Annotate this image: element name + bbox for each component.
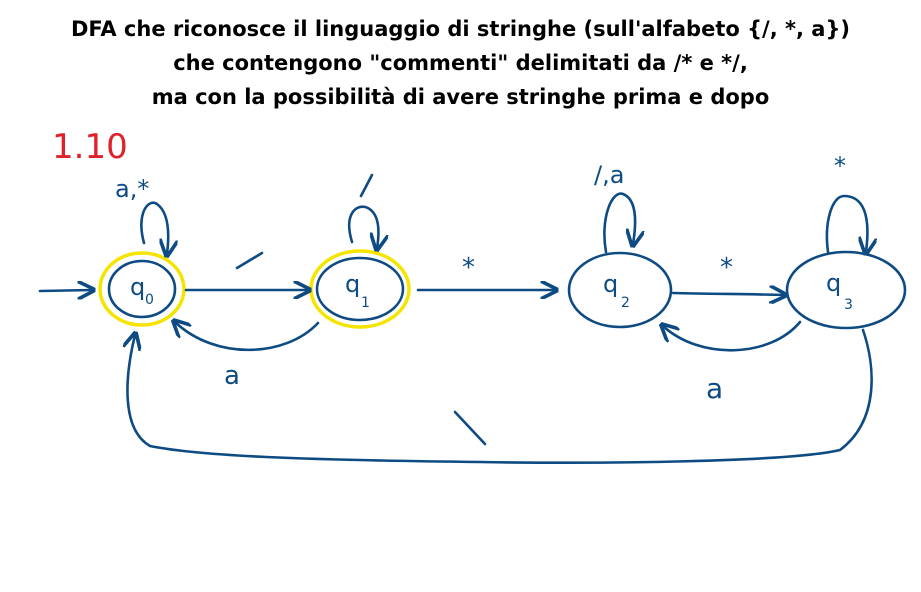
title-line-1: DFA che riconosce il linguaggio di strin… (70, 17, 851, 41)
transition-q0-q0: a,* (115, 175, 168, 254)
transition-q3-q0: / (127, 328, 873, 464)
q0-accept-highlight (98, 251, 186, 327)
transition-q2-q2: /,a (594, 161, 635, 254)
state-q3-subscript: 3 (844, 297, 853, 313)
transition-label-q3-q2: a (706, 372, 723, 405)
diagram-title: DFA che riconosce il linguaggio di strin… (0, 12, 921, 114)
transition-q3-q3: * (825, 152, 867, 252)
transition-q2-q3: * (671, 253, 784, 295)
transition-q1-q1: / (347, 173, 378, 248)
state-q2-label: q (603, 270, 618, 298)
transition-q1-q2: * (416, 253, 555, 290)
state-q3-label: q (826, 269, 841, 297)
transition-label-q0-q0: a,* (115, 175, 149, 203)
state-q1-label: q (345, 270, 360, 298)
transition-label-q3-q3: * (834, 152, 846, 180)
state-q0-subscript: 0 (145, 292, 154, 308)
state-q3: q 3 (785, 250, 907, 330)
state-q2: q 2 (567, 251, 673, 329)
transition-label-q2-q3: * (720, 253, 733, 283)
transition-label-q1-q2: * (462, 253, 475, 283)
transition-label-q0-q1-glyph (235, 251, 264, 270)
transition-q1-q0: a (175, 322, 320, 391)
state-q1-subscript: 1 (361, 295, 370, 311)
state-q0: q 0 (107, 259, 177, 319)
title-line-3: ma con la possibilità di avere stringhe … (151, 85, 770, 109)
title-line-2: che contengono "commenti" delimitati da … (173, 51, 748, 75)
state-q0-label: q (130, 273, 145, 301)
transition-label-q2-q2: /,a (594, 161, 624, 189)
state-q1: q 1 (315, 256, 405, 322)
state-q2-subscript: 2 (621, 295, 630, 311)
transition-q0-q1: / (184, 251, 308, 290)
start-arrow (38, 290, 92, 291)
exercise-number: 1.10 (52, 127, 128, 167)
transition-label-q1-q1-glyph (359, 173, 374, 198)
transition-q3-q2: a (663, 320, 802, 405)
transition-label-q1-q0: a (224, 361, 240, 391)
transition-label-q3-q0-glyph (453, 410, 487, 446)
